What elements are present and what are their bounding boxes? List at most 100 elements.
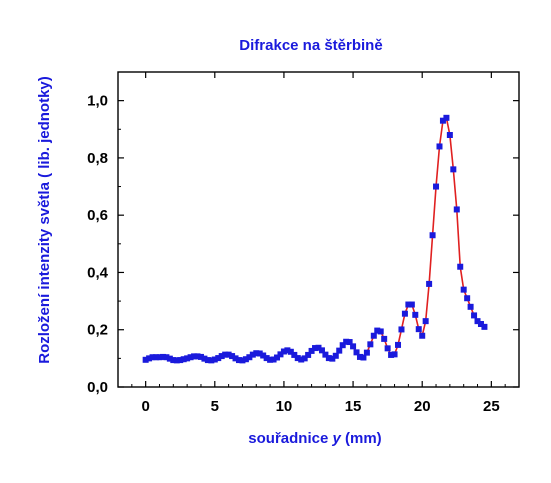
data-point bbox=[464, 295, 471, 302]
data-point bbox=[460, 286, 467, 293]
x-axis-label-prefix: souřadnice bbox=[248, 430, 332, 447]
data-point bbox=[405, 301, 412, 308]
data-point bbox=[180, 356, 187, 363]
data-point bbox=[374, 327, 381, 334]
data-point bbox=[260, 352, 267, 359]
data-point bbox=[401, 310, 408, 317]
data-point bbox=[232, 355, 239, 362]
data-point bbox=[267, 356, 274, 363]
data-point bbox=[294, 355, 301, 362]
data-point bbox=[263, 355, 270, 362]
data-point bbox=[336, 347, 343, 354]
data-point bbox=[301, 355, 308, 362]
data-point bbox=[381, 335, 388, 342]
data-point bbox=[215, 355, 222, 362]
data-point bbox=[443, 114, 450, 121]
data-point bbox=[305, 351, 312, 358]
data-point bbox=[318, 347, 325, 354]
data-point bbox=[315, 344, 322, 351]
data-point bbox=[391, 351, 398, 358]
fit-curve-layer bbox=[145, 117, 485, 362]
data-point bbox=[153, 354, 160, 361]
x-axis-label: souřadnice y (mm) bbox=[248, 430, 381, 447]
data-point bbox=[467, 303, 474, 310]
data-point bbox=[457, 263, 464, 270]
data-point bbox=[415, 326, 422, 333]
data-point bbox=[377, 328, 384, 335]
data-point bbox=[312, 345, 319, 352]
data-point bbox=[477, 321, 484, 327]
x-tick-label: 5 bbox=[211, 398, 219, 415]
y-tick-label: 0,6 bbox=[87, 207, 108, 224]
data-point bbox=[204, 357, 211, 364]
y-tick-label: 0,2 bbox=[87, 322, 108, 339]
fit-line bbox=[145, 117, 485, 362]
data-point bbox=[453, 206, 460, 213]
data-point bbox=[256, 350, 263, 357]
data-point bbox=[142, 356, 149, 363]
x-axis-label-suffix: (mm) bbox=[345, 430, 382, 447]
data-point bbox=[433, 183, 440, 190]
data-point bbox=[298, 356, 305, 363]
data-point bbox=[280, 348, 287, 355]
data-point bbox=[149, 354, 156, 361]
data-point bbox=[363, 349, 370, 356]
y-axis-label: Rozložení intenzity světla ( lib. jednot… bbox=[36, 76, 53, 364]
data-point bbox=[235, 357, 242, 364]
data-point bbox=[325, 355, 332, 362]
data-point bbox=[481, 323, 488, 330]
data-point bbox=[474, 318, 481, 325]
data-point bbox=[246, 354, 253, 361]
data-point bbox=[287, 348, 294, 355]
y-tick-label: 1,0 bbox=[87, 93, 108, 110]
data-points-layer bbox=[142, 114, 488, 364]
data-point bbox=[339, 342, 346, 349]
data-point bbox=[322, 351, 329, 358]
data-point bbox=[218, 353, 225, 360]
data-point bbox=[412, 311, 419, 318]
data-point bbox=[197, 353, 204, 360]
x-tick-label: 15 bbox=[345, 398, 362, 415]
data-point bbox=[201, 355, 208, 362]
data-point bbox=[356, 353, 363, 360]
data-point bbox=[253, 350, 260, 357]
x-axis-label-variable: y bbox=[332, 430, 342, 447]
data-point bbox=[229, 353, 236, 360]
data-point bbox=[329, 355, 336, 362]
data-point bbox=[332, 352, 339, 359]
data-point bbox=[343, 338, 350, 345]
data-point bbox=[398, 326, 405, 333]
data-point bbox=[388, 351, 395, 358]
y-tick-label: 0,8 bbox=[87, 150, 108, 167]
data-point bbox=[208, 357, 215, 364]
chart-title: Difrakce na štěrbině bbox=[239, 37, 382, 54]
plot-frame bbox=[117, 71, 520, 388]
data-point bbox=[156, 354, 163, 361]
plot-area-border bbox=[117, 71, 520, 388]
x-tick-label: 10 bbox=[276, 398, 293, 415]
data-point bbox=[367, 341, 374, 348]
data-point bbox=[274, 354, 281, 361]
data-point bbox=[211, 356, 218, 363]
data-point bbox=[350, 343, 357, 350]
data-point bbox=[346, 339, 353, 346]
data-point bbox=[242, 356, 249, 363]
axis-ticks-layer: 0 5 10 15 20 25 0,0 0,2 0,4 0,6 0,8 1,0 bbox=[87, 71, 520, 415]
data-point bbox=[159, 353, 166, 360]
data-point bbox=[360, 354, 367, 361]
data-point bbox=[173, 357, 180, 364]
data-point bbox=[170, 357, 177, 364]
data-point bbox=[446, 132, 453, 138]
y-tick-label: 0,4 bbox=[87, 264, 109, 281]
data-point bbox=[146, 355, 153, 362]
y-tick-label: 0,0 bbox=[87, 379, 108, 396]
data-point bbox=[239, 357, 246, 364]
data-point bbox=[222, 351, 229, 358]
data-point bbox=[194, 353, 201, 360]
data-point bbox=[429, 232, 436, 239]
data-point bbox=[450, 166, 457, 173]
data-point bbox=[395, 341, 402, 348]
data-point bbox=[277, 351, 284, 358]
